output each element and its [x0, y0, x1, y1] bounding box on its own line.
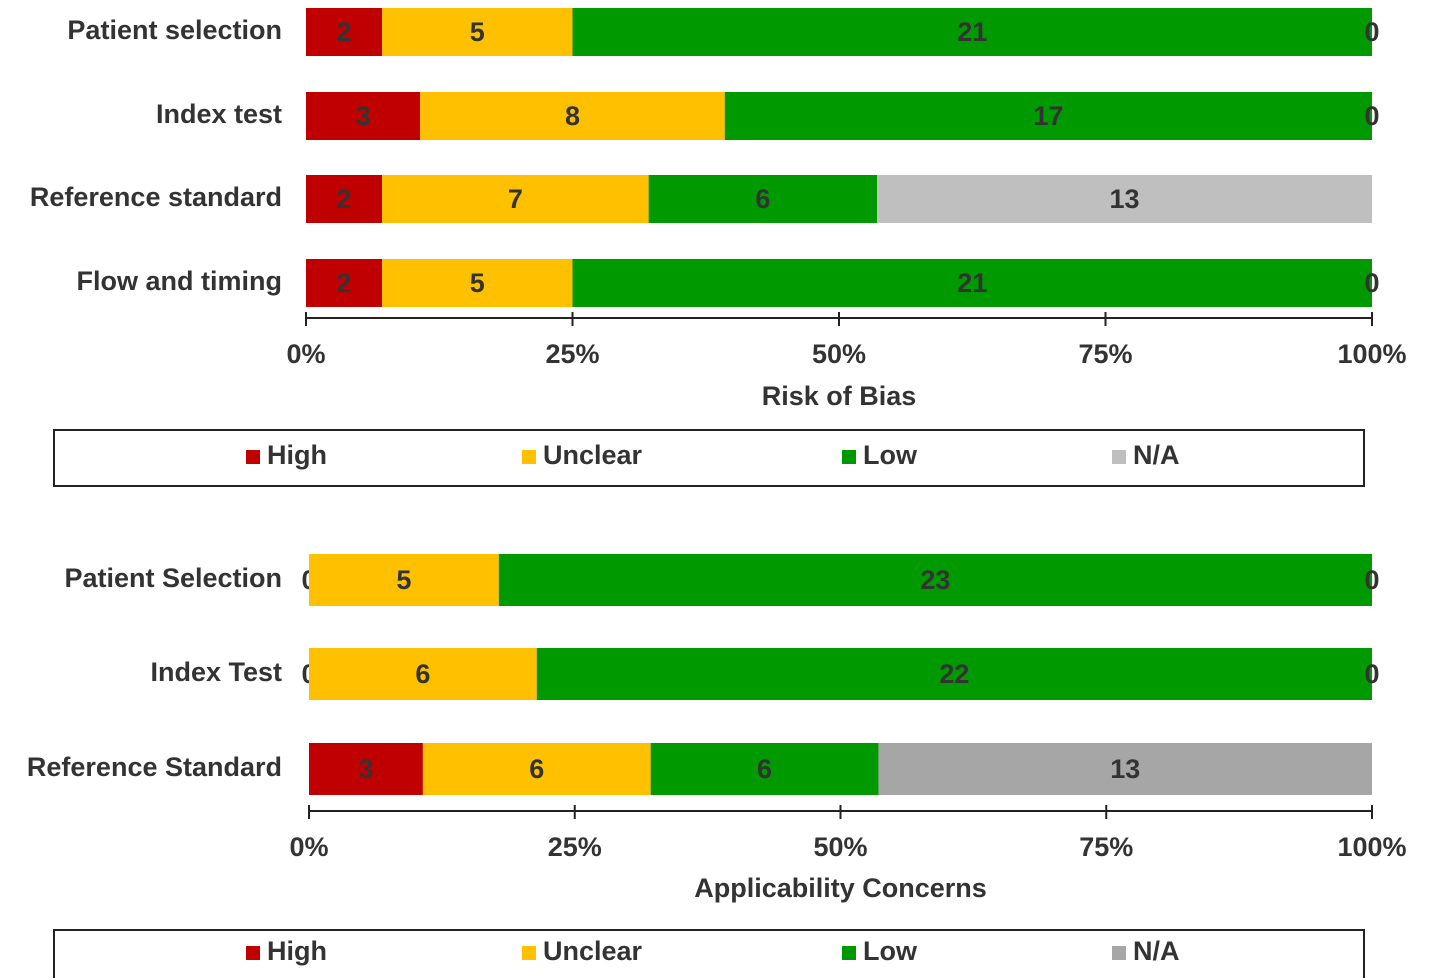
x-axis-title: Risk of Bias: [762, 381, 917, 411]
bar-segment: [648, 175, 878, 223]
bar-segment: [650, 743, 879, 795]
bar-segment: [306, 175, 383, 223]
legend-label: Low: [863, 936, 918, 966]
category-label: Index Test: [150, 657, 282, 687]
data-label: 13: [1110, 754, 1140, 784]
legend-label: Unclear: [543, 936, 643, 966]
category-label: Patient selection: [67, 15, 282, 45]
data-label: 2: [337, 184, 352, 214]
data-label: 0: [1364, 101, 1379, 131]
legend-swatch: [522, 450, 536, 464]
legend-label: Unclear: [543, 440, 643, 470]
legend-box: [53, 429, 1365, 487]
bar-segment: [422, 743, 651, 795]
x-tick-label: 50%: [813, 832, 867, 862]
data-label: 22: [939, 659, 969, 689]
data-label: 7: [508, 184, 523, 214]
data-label: 5: [470, 268, 485, 298]
bar-segment: [420, 92, 725, 140]
bar-segment: [309, 554, 499, 606]
data-label: 21: [957, 17, 987, 47]
bar-segment: [382, 175, 649, 223]
data-label: 17: [1033, 101, 1063, 131]
x-tick-label: 100%: [1337, 832, 1406, 862]
legend-swatch: [1112, 450, 1126, 464]
data-label: 0: [1364, 17, 1379, 47]
data-label: 5: [396, 565, 411, 595]
x-tick-label: 50%: [812, 339, 866, 369]
data-label: 0: [1364, 268, 1379, 298]
legend-label: N/A: [1133, 440, 1180, 470]
x-tick-label: 75%: [1078, 339, 1132, 369]
bar-segment: [309, 648, 537, 700]
legend-label: N/A: [1133, 936, 1180, 966]
bar-segment: [306, 92, 421, 140]
category-label: Patient Selection: [64, 563, 282, 593]
bar-segment: [572, 259, 1372, 307]
bar-segment: [877, 175, 1372, 223]
category-label: Reference standard: [30, 182, 282, 212]
x-tick-label: 25%: [545, 339, 599, 369]
bar-segment: [536, 648, 1372, 700]
bar-segment: [306, 259, 383, 307]
legend-label: High: [267, 936, 327, 966]
legend-label: Low: [863, 440, 918, 470]
legend-swatch: [842, 450, 856, 464]
legend-swatch: [522, 946, 536, 960]
data-label: 0: [1364, 565, 1379, 595]
x-tick-label: 0%: [286, 339, 325, 369]
bar-segment: [572, 8, 1372, 56]
bar-segment: [309, 743, 423, 795]
data-label: 5: [470, 17, 485, 47]
data-label: 6: [757, 754, 772, 784]
data-label: 3: [358, 754, 373, 784]
data-label: 6: [755, 184, 770, 214]
data-label: 0: [1364, 659, 1379, 689]
x-axis-title: Applicability Concerns: [694, 873, 987, 903]
category-label: Flow and timing: [77, 266, 282, 296]
x-tick-label: 25%: [548, 832, 602, 862]
category-label: Index test: [156, 99, 282, 129]
data-label: 2: [337, 268, 352, 298]
legend-box: [53, 929, 1365, 978]
legend-swatch: [246, 450, 260, 464]
legend-swatch: [246, 946, 260, 960]
bar-segment: [878, 743, 1372, 795]
data-label: 6: [415, 659, 430, 689]
x-tick-label: 0%: [289, 832, 328, 862]
legend-swatch: [1112, 946, 1126, 960]
data-label: 6: [529, 754, 544, 784]
legend-swatch: [842, 946, 856, 960]
data-label: 8: [565, 101, 580, 131]
bar-segment: [724, 92, 1372, 140]
bar-segment: [498, 554, 1373, 606]
x-tick-label: 75%: [1079, 832, 1133, 862]
data-label: 23: [920, 565, 950, 595]
bar-segment: [306, 8, 383, 56]
bar-segment: [382, 8, 573, 56]
data-label: 13: [1110, 184, 1140, 214]
x-tick-label: 100%: [1337, 339, 1406, 369]
data-label: 21: [957, 268, 987, 298]
category-label: Reference Standard: [27, 752, 282, 782]
bar-segment: [382, 259, 573, 307]
legend-label: High: [267, 440, 327, 470]
data-label: 3: [356, 101, 371, 131]
data-label: 2: [337, 17, 352, 47]
